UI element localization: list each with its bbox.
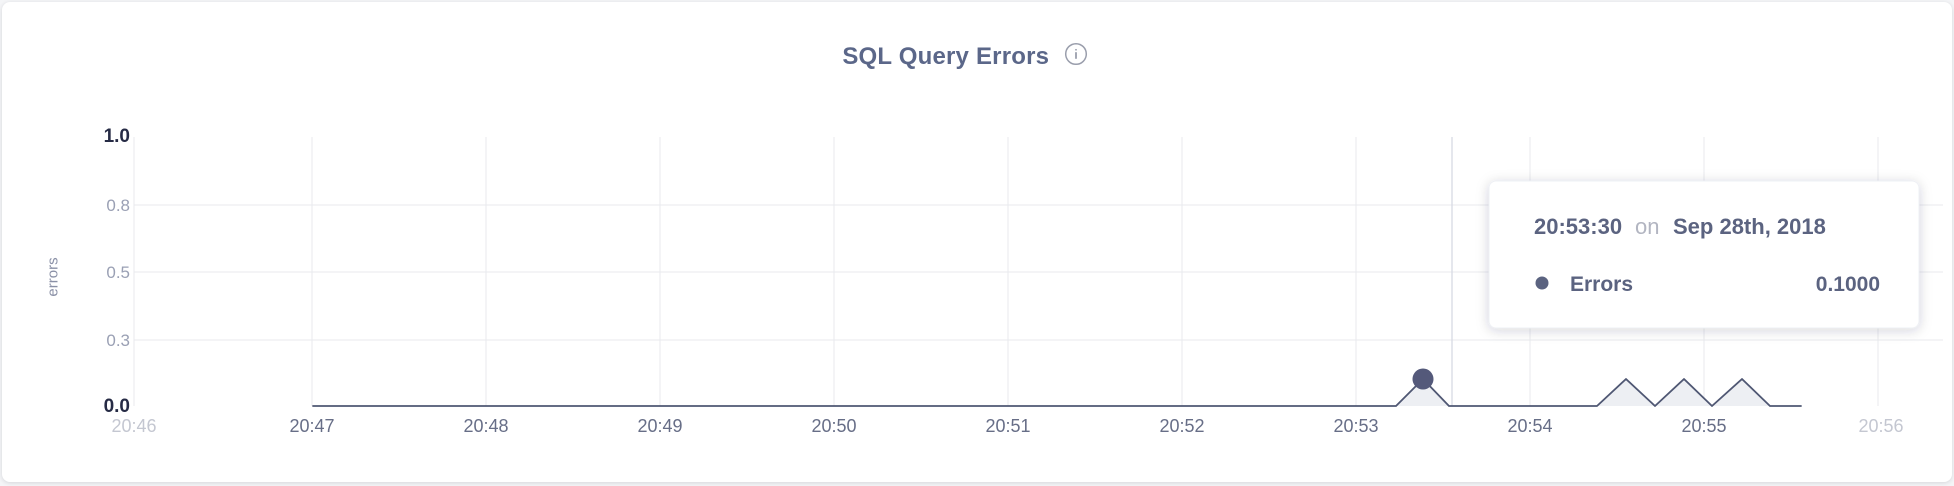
svg-text:20:54: 20:54 — [1507, 416, 1552, 436]
svg-text:Sep 28th, 2018: Sep 28th, 2018 — [1673, 214, 1826, 239]
svg-text:Errors: Errors — [1570, 273, 1633, 296]
svg-text:20:52: 20:52 — [1159, 416, 1204, 436]
svg-text:0.1000: 0.1000 — [1816, 273, 1880, 296]
svg-text:0.0: 0.0 — [104, 396, 130, 417]
svg-text:0.8: 0.8 — [106, 196, 130, 215]
svg-text:1.0: 1.0 — [104, 126, 130, 147]
svg-text:20:47: 20:47 — [289, 416, 334, 436]
svg-text:20:56: 20:56 — [1858, 416, 1903, 436]
svg-text:0.5: 0.5 — [106, 263, 130, 282]
svg-text:0.3: 0.3 — [106, 331, 130, 350]
svg-text:20:50: 20:50 — [811, 416, 856, 436]
svg-text:20:51: 20:51 — [985, 416, 1030, 436]
svg-text:20:55: 20:55 — [1681, 416, 1726, 436]
svg-text:20:49: 20:49 — [637, 416, 682, 436]
svg-text:20:53:30: 20:53:30 — [1534, 214, 1622, 239]
svg-text:20:48: 20:48 — [463, 416, 508, 436]
svg-text:20:46: 20:46 — [111, 416, 156, 436]
svg-text:on: on — [1635, 214, 1659, 239]
svg-text:20:53: 20:53 — [1333, 416, 1378, 436]
